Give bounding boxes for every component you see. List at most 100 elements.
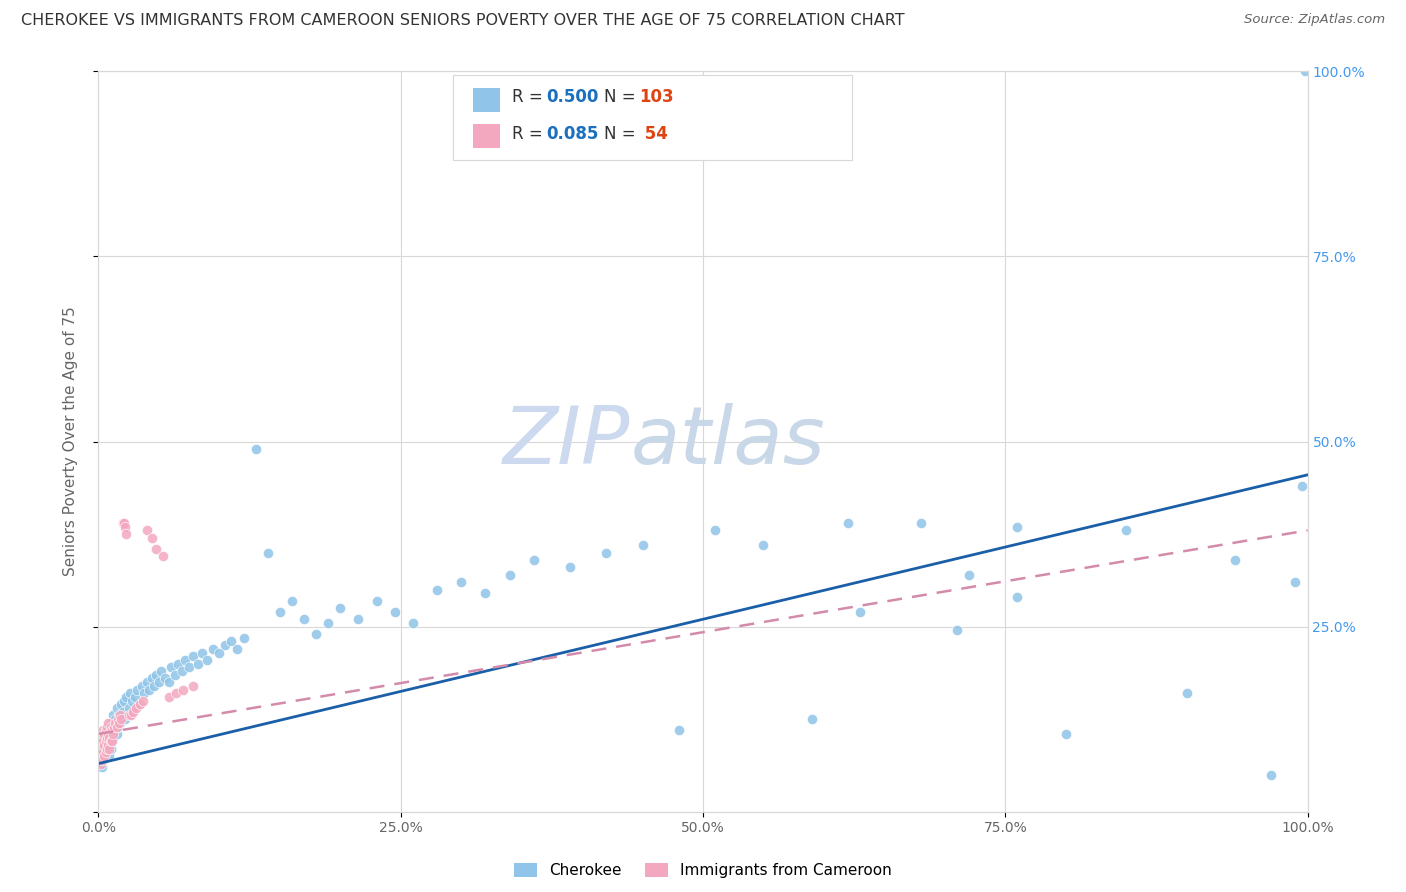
Point: [226, 641, 249, 656]
Point: [167, 657, 190, 671]
Point: [384, 605, 406, 619]
Point: [131, 679, 153, 693]
Point: [1223, 553, 1246, 567]
Point: [145, 541, 167, 556]
Point: [93, 738, 115, 752]
Y-axis label: Seniors Poverty Over the Age of 75: Seniors Poverty Over the Age of 75: [63, 307, 77, 576]
Point: [1175, 686, 1198, 700]
Point: [179, 660, 201, 674]
Point: [145, 667, 167, 681]
Point: [138, 682, 160, 697]
Point: [153, 672, 176, 686]
Point: [1291, 479, 1313, 493]
Text: N =: N =: [603, 88, 641, 106]
Point: [132, 694, 155, 708]
Point: [91, 738, 114, 752]
Text: 54: 54: [638, 125, 668, 143]
FancyBboxPatch shape: [453, 75, 852, 161]
Point: [108, 708, 131, 723]
Text: atlas: atlas: [630, 402, 825, 481]
Point: [558, 560, 581, 574]
Point: [103, 720, 125, 734]
Point: [98, 731, 121, 745]
Point: [96, 731, 118, 745]
Point: [97, 738, 120, 752]
Point: [135, 675, 157, 690]
Point: [426, 582, 449, 597]
Point: [107, 712, 129, 726]
Point: [269, 605, 291, 619]
Point: [101, 708, 124, 723]
Point: [474, 586, 496, 600]
Point: [118, 701, 141, 715]
Point: [148, 675, 170, 690]
Point: [91, 746, 114, 760]
Point: [98, 741, 121, 756]
Point: [1007, 590, 1029, 604]
Point: [108, 715, 131, 730]
Point: [110, 698, 132, 712]
Point: [94, 723, 117, 738]
Point: [208, 646, 231, 660]
Point: [90, 741, 112, 756]
Point: [329, 601, 352, 615]
Point: [157, 675, 180, 690]
Text: CHEROKEE VS IMMIGRANTS FROM CAMEROON SENIORS POVERTY OVER THE AGE OF 75 CORRELAT: CHEROKEE VS IMMIGRANTS FROM CAMEROON SEN…: [21, 13, 904, 29]
Point: [202, 641, 225, 656]
Point: [141, 531, 163, 545]
Point: [94, 723, 117, 738]
Point: [181, 649, 204, 664]
Point: [124, 690, 146, 704]
Point: [90, 756, 112, 771]
Point: [93, 749, 115, 764]
Point: [245, 442, 267, 456]
Text: R =: R =: [512, 88, 548, 106]
Point: [281, 593, 304, 607]
Point: [91, 731, 114, 745]
Point: [93, 727, 115, 741]
Point: [160, 660, 183, 674]
Point: [100, 734, 122, 748]
Point: [172, 682, 194, 697]
Point: [93, 749, 115, 764]
Point: [100, 741, 122, 756]
Point: [118, 686, 141, 700]
Point: [631, 538, 654, 552]
Point: [91, 753, 114, 767]
Point: [127, 682, 149, 697]
Point: [118, 708, 141, 723]
Point: [1294, 64, 1316, 78]
Point: [135, 524, 157, 538]
Text: R =: R =: [512, 125, 548, 143]
Text: Source: ZipAtlas.com: Source: ZipAtlas.com: [1244, 13, 1385, 27]
Point: [450, 575, 472, 590]
Point: [94, 741, 117, 756]
Point: [94, 746, 117, 760]
Point: [232, 631, 254, 645]
Point: [98, 720, 121, 734]
Point: [195, 653, 218, 667]
Point: [93, 731, 115, 745]
Text: 0.085: 0.085: [546, 125, 598, 143]
Point: [1115, 524, 1137, 538]
Point: [141, 672, 163, 686]
Point: [96, 734, 118, 748]
Point: [122, 705, 145, 719]
Point: [366, 593, 388, 607]
Point: [105, 701, 128, 715]
Point: [100, 734, 122, 748]
Point: [96, 741, 118, 756]
Point: [111, 516, 134, 530]
Point: [98, 749, 121, 764]
Text: ZIP: ZIP: [503, 402, 630, 481]
Point: [97, 727, 120, 741]
Point: [89, 749, 111, 764]
Point: [305, 627, 328, 641]
Point: [115, 527, 138, 541]
Point: [1260, 767, 1282, 781]
Point: [101, 731, 124, 745]
Point: [668, 723, 690, 738]
Point: [96, 720, 118, 734]
Point: [97, 738, 120, 752]
Point: [107, 720, 129, 734]
